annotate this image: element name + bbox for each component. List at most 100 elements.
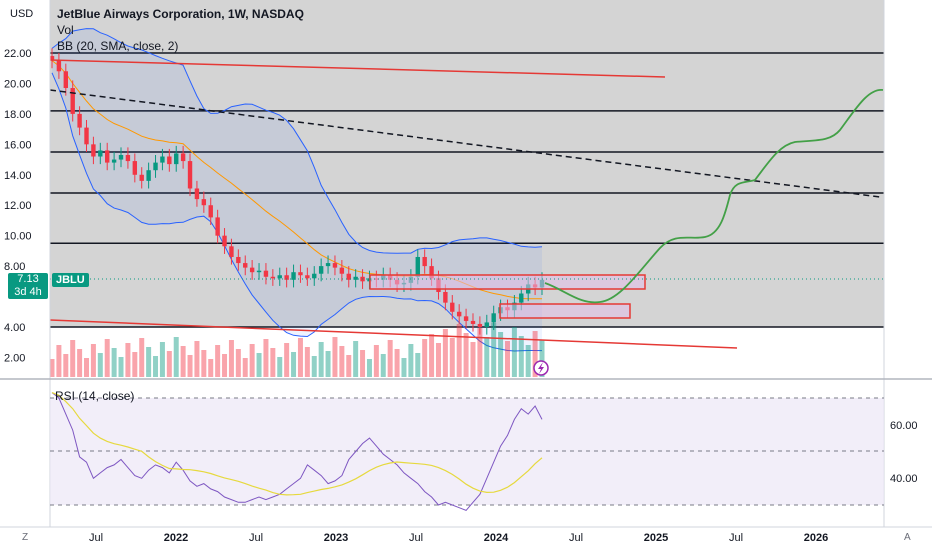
bb-legend[interactable]: BB (20, SMA, close, 2) — [57, 39, 179, 53]
volume-bar — [153, 356, 159, 377]
rsi-ma-line — [51, 392, 543, 496]
volume-bar — [525, 345, 531, 377]
candle-body — [56, 60, 62, 72]
volume-bar — [284, 343, 290, 377]
candle-body — [125, 154, 131, 162]
candle-body — [415, 256, 420, 277]
rsi-axis[interactable]: 60.00 40.00 — [890, 420, 918, 485]
time-tick-label: Jul — [569, 532, 583, 544]
support-zone[interactable] — [499, 303, 631, 319]
volume-bar — [484, 337, 490, 377]
candle-body — [187, 161, 193, 189]
symbol-title[interactable]: JetBlue Airways Corporation, 1W, NASDAQ — [57, 7, 304, 21]
candle-body — [353, 276, 358, 280]
time-tick-label: 2022 — [164, 532, 188, 544]
candle-body — [270, 276, 276, 279]
candle-body — [139, 174, 144, 181]
candle-body — [180, 153, 186, 162]
currency-label[interactable]: USD — [10, 8, 34, 20]
volume-bar — [270, 348, 276, 377]
volume-bar — [180, 346, 186, 377]
price-tick-label: 8.00 — [4, 261, 25, 273]
volume-legend[interactable]: Vol — [57, 23, 74, 37]
volume-bar — [408, 344, 414, 377]
candle-body — [422, 256, 427, 267]
price-tick-label: 20.00 — [4, 78, 32, 90]
volume-bar — [146, 347, 152, 377]
volume-bar — [325, 351, 331, 377]
volume-bar — [394, 349, 400, 377]
volume-bar — [491, 323, 497, 377]
volume-bar — [346, 355, 352, 377]
volume-bar — [249, 344, 255, 377]
price-axis[interactable]: 22.00 20.00 18.00 16.00 14.00 12.00 10.00 8.00 4… — [4, 48, 32, 364]
zoom-button[interactable]: Z — [22, 532, 29, 543]
volume-bar — [311, 356, 317, 377]
resistance-zone[interactable] — [369, 274, 646, 290]
candle-body — [167, 156, 172, 165]
auto-scale-button[interactable]: A — [904, 532, 911, 543]
volume-bar — [422, 339, 428, 377]
time-tick-label: Jul — [409, 532, 423, 544]
lower-trendline[interactable] — [49, 319, 738, 349]
volume-bar — [208, 359, 214, 377]
volume-bar — [387, 340, 393, 377]
candle-body — [305, 275, 310, 279]
volume-bar — [332, 337, 338, 377]
price-tick-label: 18.00 — [4, 109, 32, 121]
candle-body — [325, 263, 331, 267]
candle-body — [111, 159, 117, 163]
volume-bar — [173, 337, 179, 377]
rsi-tick-label: 40.00 — [890, 473, 918, 485]
volume-bar — [380, 354, 386, 377]
rsi-legend[interactable]: RSI (14, close) — [55, 389, 135, 403]
bollinger-upper — [51, 28, 543, 254]
time-tick-label: 2024 — [484, 532, 509, 544]
candle-body — [49, 56, 55, 61]
rsi-line — [51, 392, 543, 511]
candle-body — [146, 170, 151, 181]
volume-bar — [235, 349, 241, 377]
candle-body — [132, 161, 138, 175]
candle-body — [312, 273, 317, 279]
candle-body — [174, 153, 179, 165]
volume-bar — [263, 339, 269, 377]
volume-bar — [256, 353, 262, 377]
lightning-icon[interactable] — [533, 360, 549, 376]
volume-bar — [187, 355, 193, 377]
volume-bar — [449, 338, 455, 377]
volume-bar — [456, 324, 462, 377]
volume-bar — [97, 353, 103, 377]
time-axis[interactable]: Jul 2022 Jul 2023 Jul 2024 Jul 2025 Jul 2026 — [89, 532, 828, 544]
projection-curve[interactable] — [544, 89, 884, 304]
volume-bar — [228, 340, 234, 377]
volume-bar — [84, 358, 90, 377]
volume-bar — [504, 341, 510, 377]
volume-bar — [477, 328, 483, 377]
candle-body — [222, 235, 227, 247]
volume-bar — [373, 345, 379, 377]
volume-bar — [90, 344, 96, 377]
candle-body — [63, 71, 69, 89]
volume-bar — [539, 340, 545, 377]
price-tick-label: 12.00 — [4, 200, 32, 212]
volume-bar — [401, 358, 407, 377]
candle-body — [208, 205, 213, 218]
candle-body — [153, 162, 158, 171]
candle-body — [91, 144, 96, 157]
price-tick-label: 10.00 — [4, 231, 32, 243]
upper-trendline[interactable] — [49, 59, 666, 78]
candle-body — [229, 246, 234, 257]
volume-bar — [518, 336, 524, 377]
legend: JetBlue Airways Corporation, 1W, NASDAQ … — [57, 6, 304, 54]
horizontal-levels — [50, 52, 884, 328]
candle-body — [263, 270, 269, 277]
volume-bar — [166, 351, 172, 377]
candle-body — [249, 267, 255, 273]
rsi-tick-label: 60.00 — [890, 420, 918, 432]
candle-body — [291, 272, 296, 280]
time-tick-label: 2026 — [804, 532, 828, 544]
bollinger-lower — [51, 72, 543, 352]
